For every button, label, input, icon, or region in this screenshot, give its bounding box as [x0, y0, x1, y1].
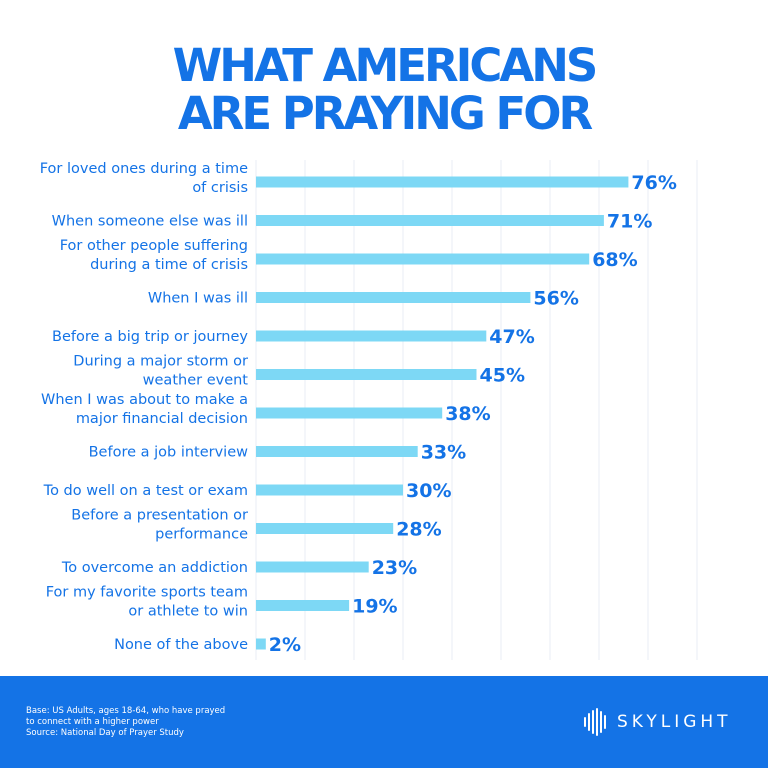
- title-line-1: WHAT AMERICANS: [172, 39, 599, 92]
- category-label: of crisis: [192, 180, 248, 196]
- waveform-logo-icon: [584, 708, 606, 736]
- category-label: during a time of crisis: [90, 257, 248, 273]
- bar: [256, 176, 629, 188]
- value-label: 38%: [445, 403, 490, 425]
- category-label: None of the above: [114, 637, 248, 653]
- bar: [256, 407, 443, 419]
- category-label: For my favorite sports team: [46, 585, 248, 601]
- title-line-2: ARE PRAYING FOR: [177, 87, 593, 140]
- bar-chart: 76% For loved ones during a time of crisis…: [40, 160, 698, 660]
- bar: [256, 523, 394, 534]
- value-label: 76%: [631, 172, 676, 194]
- bar: [256, 253, 590, 265]
- value-label: 19%: [352, 596, 397, 618]
- category-label: During a major storm or: [73, 354, 248, 370]
- footnote-line-2: to connect with a higher power: [26, 717, 159, 727]
- footnote: Base: US Adults, ages 18-64, who have pr…: [26, 706, 326, 739]
- category-label: performance: [155, 527, 248, 543]
- bar: [256, 369, 477, 380]
- bar: [256, 600, 350, 611]
- category-label: To overcome an addiction: [61, 560, 248, 576]
- value-label: 45%: [480, 365, 525, 387]
- category-label: Before a job interview: [89, 445, 249, 461]
- bar: [256, 484, 403, 496]
- bar: [256, 446, 418, 457]
- bar: [256, 292, 531, 303]
- logo-text: SKYLIGHT: [617, 712, 732, 732]
- category-label: weather event: [143, 373, 249, 389]
- category-label: For loved ones during a time: [40, 161, 248, 177]
- category-label: Before a big trip or journey: [52, 329, 248, 345]
- value-label: 23%: [372, 557, 417, 579]
- category-label: Before a presentation or: [71, 508, 248, 524]
- category-label: major financial decision: [76, 411, 248, 427]
- category-label: When someone else was ill: [52, 214, 248, 230]
- value-label: 30%: [406, 480, 451, 502]
- value-label: 47%: [489, 326, 534, 348]
- footer-bar: Base: US Adults, ages 18-64, who have pr…: [0, 676, 768, 768]
- category-label: When I was ill: [148, 291, 248, 307]
- category-label: For other people suffering: [60, 238, 248, 254]
- category-label: To do well on a test or exam: [43, 483, 248, 499]
- footnote-line-3: Source: National Day of Prayer Study: [26, 728, 184, 738]
- value-label: 33%: [421, 442, 466, 464]
- value-label: 71%: [607, 211, 652, 233]
- bar: [256, 330, 487, 342]
- category-label: or athlete to win: [128, 604, 248, 620]
- bar: [256, 638, 266, 650]
- value-label: 56%: [533, 288, 578, 310]
- skylight-logo: SKYLIGHT: [583, 708, 732, 736]
- bar: [256, 215, 604, 226]
- value-label: 28%: [396, 519, 441, 541]
- category-label: When I was about to make a: [41, 392, 248, 408]
- value-label: 2%: [269, 634, 301, 656]
- value-label: 68%: [592, 249, 637, 271]
- chart-title: WHAT AMERICANS ARE PRAYING FOR: [0, 42, 768, 138]
- bar: [256, 561, 369, 573]
- footnote-line-1: Base: US Adults, ages 18-64, who have pr…: [26, 706, 226, 716]
